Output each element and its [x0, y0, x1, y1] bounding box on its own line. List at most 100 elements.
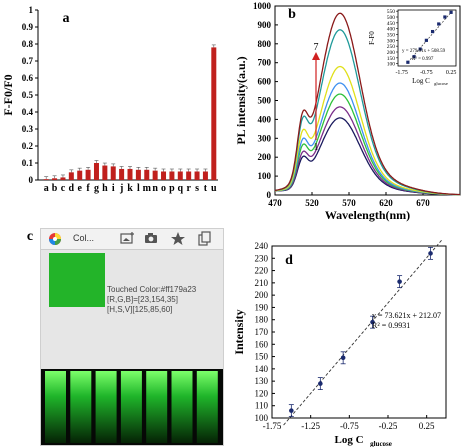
inset-fit-equation: y = 279.91x + 508.59	[402, 49, 446, 54]
inset-frame	[397, 9, 457, 67]
y-axis-label: PL intensity(a.u.)	[234, 56, 248, 144]
data-point	[428, 251, 433, 256]
x-tick-label: 0.25	[419, 421, 435, 431]
bar	[43, 179, 49, 180]
bar	[144, 169, 150, 180]
x-tick-label: -0.25	[379, 421, 398, 431]
y-tick-label: 900	[258, 20, 272, 30]
inset-r2-label: R² = 0.997	[412, 56, 434, 62]
x-tick-label: d	[69, 183, 75, 194]
bar	[60, 177, 66, 180]
y-axis-label: Intensity	[232, 309, 246, 354]
y-tick-label: 800	[258, 39, 272, 49]
bar	[102, 165, 108, 180]
app-toolbar: Col...	[41, 229, 223, 250]
camera-icon[interactable]	[145, 233, 157, 243]
y-tick-label: 1	[29, 5, 34, 15]
bar	[152, 170, 158, 180]
x-tick-label: 670	[416, 198, 430, 208]
y-tick-label: 210	[255, 278, 269, 288]
spectrum-line	[274, 12, 461, 196]
y-tick-label: 0.5	[22, 90, 34, 100]
y-tick-label: 0.2	[22, 141, 34, 151]
y-tick-label: 240	[255, 241, 269, 251]
x-tick-label: g	[94, 183, 99, 194]
x-tick-label: 470	[268, 198, 282, 208]
x-tick-label: -0.75	[340, 421, 359, 431]
color-info: Touched Color:#ff179a23 [R,G,B]=[23,154,…	[107, 285, 196, 315]
inset-data-point	[437, 22, 441, 26]
x-axis-label: Wavelength(nm)	[325, 208, 410, 222]
x-tick-label: k	[127, 183, 133, 194]
y-tick-label: 400	[258, 114, 272, 124]
bar	[194, 171, 200, 180]
data-point	[318, 381, 323, 386]
x-tick-label: l	[137, 183, 140, 194]
bar	[127, 168, 133, 180]
bar	[186, 171, 192, 180]
increase-arrow-head	[312, 52, 320, 60]
x-tick-label: c	[61, 183, 66, 194]
sample-tile	[70, 371, 92, 443]
y-tick-label: 0.9	[22, 22, 34, 32]
inset-y-tick-label: 550	[387, 9, 396, 15]
x-tick-label: 570	[342, 198, 356, 208]
bar	[202, 171, 208, 180]
panel-b: 0 100 200 300 400 500 600 700 800 900 1000 470 520 57…	[234, 1, 461, 222]
bar	[177, 171, 183, 180]
data-point	[340, 355, 346, 361]
y-tick-label: 130	[255, 376, 269, 386]
y-tick-label: 150	[255, 352, 269, 362]
color-swatch	[49, 253, 105, 307]
y-tick-label: 0	[267, 190, 272, 200]
bar	[52, 178, 58, 180]
inset-y-tick-label: 450	[387, 21, 396, 27]
inset-y-axis-label: F-F0	[368, 31, 376, 45]
color-wheel-icon	[49, 233, 61, 245]
inset-data-point	[412, 55, 416, 59]
y-tick-label: 0	[29, 175, 34, 185]
x-tick-label: -1.25	[301, 421, 320, 431]
touched-color-text: Touched Color:#ff179a23	[107, 285, 197, 294]
x-tick-label: 520	[305, 198, 319, 208]
panel-label-b: b	[288, 7, 296, 22]
y-tick-label: 110	[255, 401, 269, 411]
add-image-icon[interactable]	[120, 232, 134, 244]
inset-fit-line	[407, 12, 452, 63]
y-tick-label: 190	[255, 302, 269, 312]
x-tick-label: a	[44, 183, 49, 194]
inset-data-point	[406, 60, 410, 64]
y-tick-label: 700	[258, 58, 272, 68]
spectrum-line	[274, 65, 460, 196]
inset-x-tick-label: 0.25	[446, 70, 457, 76]
bar	[93, 163, 99, 180]
y-tick-label: 170	[255, 327, 269, 337]
x-tick-label: r	[186, 183, 191, 194]
bar	[161, 171, 167, 180]
panel-label-c: c	[27, 229, 33, 244]
x-tick-label: j	[119, 183, 123, 194]
x-tick-label: n	[152, 183, 158, 194]
inset-data-point	[424, 38, 428, 42]
hsv-text: [H,S,V][125,85,60]	[107, 305, 173, 314]
y-tick-label: 1000	[253, 1, 272, 11]
copy-icon[interactable]	[198, 231, 211, 246]
inset-data-point	[443, 15, 447, 19]
inset-x-tick-label: -1.75	[395, 70, 408, 76]
y-tick-label: 0.8	[22, 39, 34, 49]
bar	[211, 47, 217, 181]
y-tick-label: 0.6	[22, 73, 34, 83]
data-point	[370, 319, 375, 325]
y-tick-label: 160	[255, 339, 269, 349]
x-tick-label: s	[195, 183, 199, 194]
star-icon[interactable]	[171, 232, 185, 245]
sample-tile	[95, 371, 117, 443]
x-tick-label: f	[86, 183, 90, 194]
panel-d: 100 110 120 130 140 150 160 170 180 190 200 210 220 2…	[232, 239, 447, 447]
r2-label: R² = 0.9931	[372, 321, 410, 330]
sample-tile	[196, 371, 218, 443]
inset-y-tick-label: 350	[387, 33, 396, 39]
y-tick-label: 140	[255, 364, 269, 374]
